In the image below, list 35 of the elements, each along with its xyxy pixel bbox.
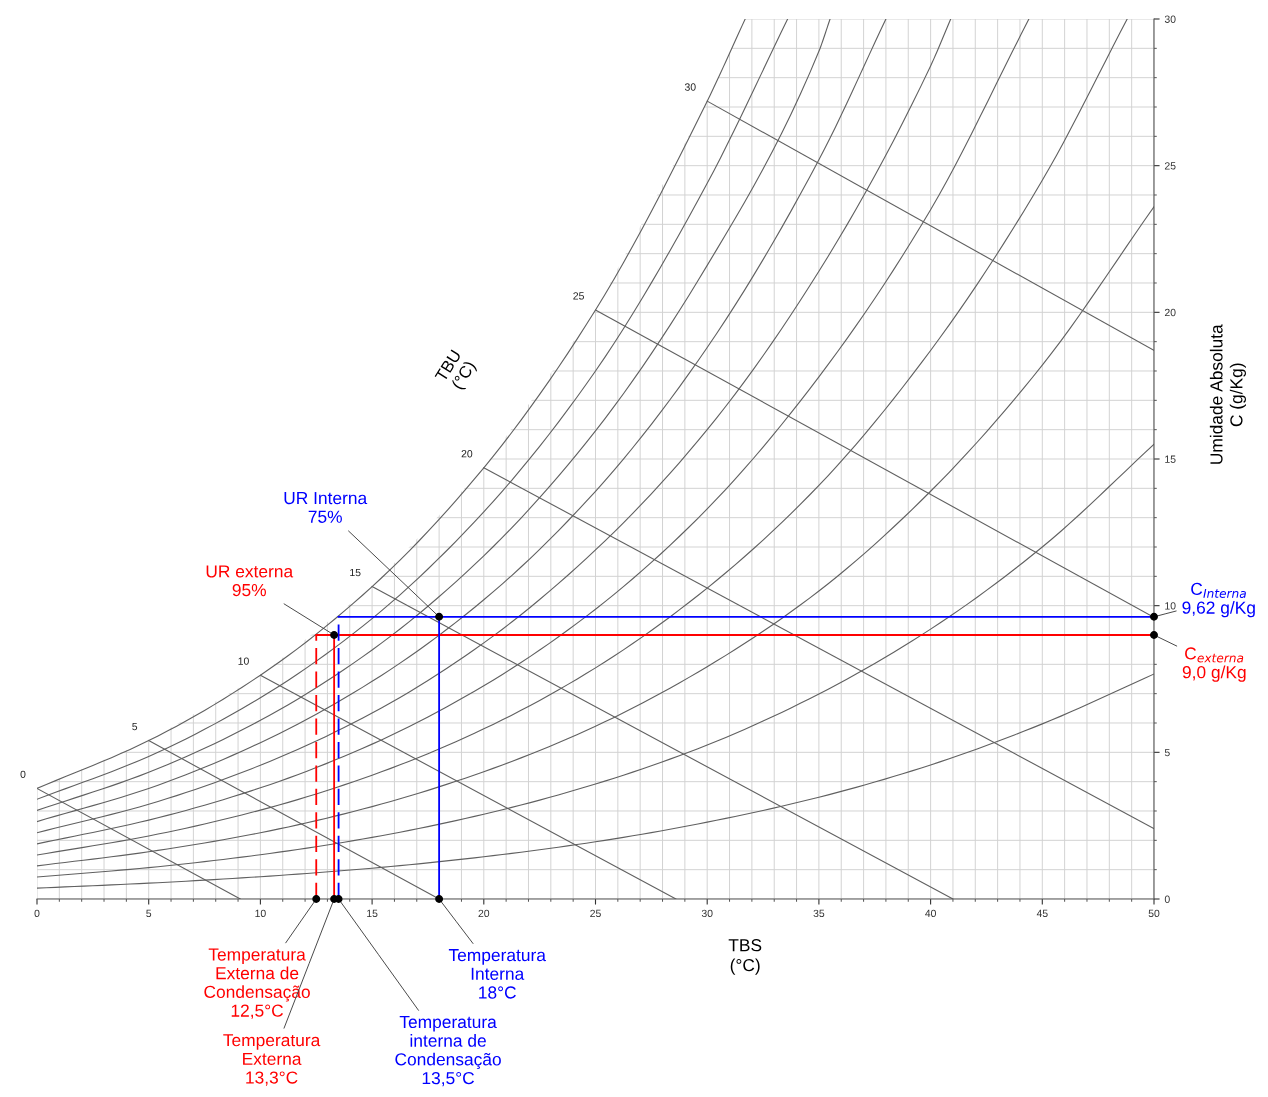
x-tick-label: 25 [590, 909, 601, 918]
x-tick-label: 50 [1148, 909, 1160, 918]
x-tick-label: 0 [34, 909, 40, 918]
annotation: Temperatura Externa de Condensação 12,5°C [204, 948, 310, 1019]
x-tick-label: 30 [701, 909, 713, 918]
x-tick-label: 35 [813, 909, 825, 918]
y-tick-label: 25 [1164, 162, 1176, 170]
annotation: Temperatura Externa 13,3°C [223, 1034, 321, 1086]
y-axis-title: Umidade Absoluta C (g/Kg) [1209, 324, 1246, 464]
annotation: Temperatura interna de Condensação 13,5°C [395, 1015, 501, 1087]
series-label: 5 [132, 722, 138, 731]
series-label: 20 [461, 450, 473, 458]
annotation: Temperatura Interna 18°C [448, 949, 546, 999]
y-tick-label: 5 [1164, 748, 1170, 757]
y-tick-label: 15 [1165, 455, 1176, 463]
y-tick-label: 30 [1164, 15, 1176, 23]
x-axis-title: TBS (°C) [728, 939, 762, 975]
annotation: C$_{Interna}$ 9,62 g/Kg [1182, 582, 1255, 618]
x-tick-label: 5 [146, 909, 152, 918]
series-label: 25 [573, 292, 584, 300]
x-tick-label: 40 [925, 909, 936, 918]
series-label: 10 [238, 657, 249, 665]
x-tick-label: 10 [255, 909, 266, 918]
series-label: 30 [684, 83, 696, 91]
y-tick-label: 20 [1164, 308, 1176, 317]
x-tick-label: 15 [367, 909, 378, 918]
series-label: 0 [20, 770, 26, 779]
x-tick-label: 20 [478, 909, 490, 918]
annotation: UR externa 95% [206, 565, 294, 597]
y-tick-label: 10 [1165, 602, 1176, 610]
y-tick-label: 0 [1164, 895, 1170, 903]
annotation: UR Interna 75% [284, 492, 368, 523]
series-label: 15 [350, 568, 361, 577]
annotation: C$_{externa}$ 9,0 g/Kg [1182, 647, 1246, 682]
x-tick-label: 45 [1036, 909, 1048, 918]
